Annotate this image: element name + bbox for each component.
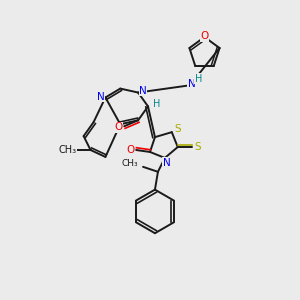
Text: H: H [153,99,161,110]
Text: O: O [200,31,208,41]
Text: N: N [139,85,147,96]
Text: O: O [114,122,122,132]
Text: CH₃: CH₃ [122,159,138,168]
Text: N: N [97,92,104,101]
Text: N: N [188,79,196,88]
Text: CH₃: CH₃ [59,145,77,155]
Text: O: O [126,145,134,155]
Text: S: S [194,142,201,152]
Text: H: H [195,74,202,84]
Text: S: S [174,124,181,134]
Text: N: N [163,158,171,168]
